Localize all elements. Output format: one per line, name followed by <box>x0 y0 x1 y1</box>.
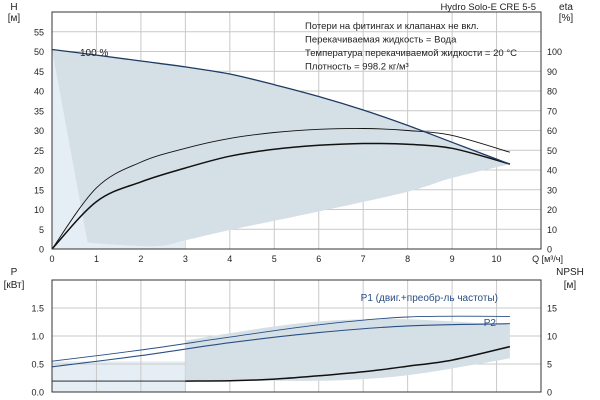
top-left-tick-label: 35 <box>34 106 44 116</box>
power-curve-p2 <box>51 323 510 368</box>
top-right-axis-label: eta <box>559 2 573 13</box>
top-left-tick-label: 55 <box>34 27 44 37</box>
bottom-right-tick-label: 10 <box>547 332 557 342</box>
top-right-tick-label: 0 <box>547 245 552 255</box>
chart-note: Перекачиваемая жидкость = Вода <box>305 35 457 46</box>
top-left-tick-label: 15 <box>34 185 44 195</box>
power-curve-p1 <box>51 315 510 362</box>
x-axis-label: Q [м³/ч] <box>532 254 563 264</box>
top-left-tick-label: 0 <box>39 245 44 255</box>
top-right-tick-label: 80 <box>547 87 557 97</box>
top-right-tick-label: 40 <box>547 166 557 176</box>
curve-speed-label: 100 % <box>80 48 108 59</box>
legend-label-p2: P2 <box>484 318 497 329</box>
efficiency-curve-total <box>51 142 511 250</box>
top-right-tick-label: 100 <box>547 47 562 57</box>
top-right-tick-label: 50 <box>547 146 557 156</box>
head-curve <box>51 48 511 165</box>
x-tick-label: 8 <box>405 254 410 264</box>
legend-label-p1: P1 (двиг.+преобр-ль частоты) <box>361 292 498 304</box>
x-tick-label: 7 <box>361 254 366 264</box>
bottom-left-tick-label: 1.0 <box>31 332 44 342</box>
chart-note: Температура перекачиваемой жидкости = 20… <box>305 48 517 59</box>
x-tick-label: 0 <box>49 254 54 264</box>
top-right-tick-label: 60 <box>547 126 557 136</box>
efficiency-curve-pump <box>51 128 511 250</box>
bottom-light-area <box>52 361 186 392</box>
top-left-axis-unit: [м] <box>8 13 21 24</box>
bottom-right-axis-unit: [м] <box>564 280 577 291</box>
chart-note: Потери на фитингах и клапанах не вкл. <box>305 21 479 32</box>
top-left-tick-label: 50 <box>34 47 44 57</box>
top-left-axis-label: H <box>10 2 17 13</box>
bottom-left-axis-unit: [кВт] <box>4 280 25 291</box>
top-right-tick-label: 10 <box>547 225 557 235</box>
chart-note: Плотность = 998.2 кг/м³ <box>305 62 409 73</box>
bottom-left-axis-label: P <box>11 267 18 278</box>
bottom-left-tick-label: 0.5 <box>31 360 44 370</box>
top-right-tick-label: 70 <box>547 106 557 116</box>
bottom-right-axis-label: NPSH <box>556 267 584 278</box>
top-right-tick-label: 90 <box>547 67 557 77</box>
x-tick-label: 6 <box>316 254 321 264</box>
bottom-operating-area <box>185 318 510 381</box>
x-tick-label: 3 <box>183 254 188 264</box>
x-tick-label: 9 <box>450 254 455 264</box>
bottom-right-tick-label: 0 <box>547 388 552 398</box>
top-left-tick-label: 30 <box>34 126 44 136</box>
x-tick-label: 1 <box>94 254 99 264</box>
top-right-tick-label: 30 <box>547 185 557 195</box>
bottom-plot-frame <box>51 279 542 393</box>
bottom-left-tick-label: 1.5 <box>31 304 44 314</box>
x-tick-label: 10 <box>492 254 502 264</box>
bottom-left-tick-label: 0.0 <box>31 388 44 398</box>
top-left-tick-label: 5 <box>39 225 44 235</box>
top-left-tick-label: 40 <box>34 87 44 97</box>
top-right-axis-unit: [%] <box>559 13 574 24</box>
top-left-tick-label: 10 <box>34 205 44 215</box>
top-right-tick-label: 20 <box>547 205 557 215</box>
top-left-tick-label: 25 <box>34 146 44 156</box>
x-tick-label: 2 <box>138 254 143 264</box>
x-tick-label: 4 <box>227 254 232 264</box>
bottom-right-tick-label: 15 <box>547 304 557 314</box>
top-left-tick-label: 45 <box>34 67 44 77</box>
npsh-curve <box>185 345 511 382</box>
chart-title: Hydro Solo-E CRE 5-5 <box>440 2 536 13</box>
bottom-right-tick-label: 5 <box>547 360 552 370</box>
x-tick-label: 5 <box>272 254 277 264</box>
top-left-tick-label: 20 <box>34 166 44 176</box>
top-plot-frame <box>51 11 542 250</box>
